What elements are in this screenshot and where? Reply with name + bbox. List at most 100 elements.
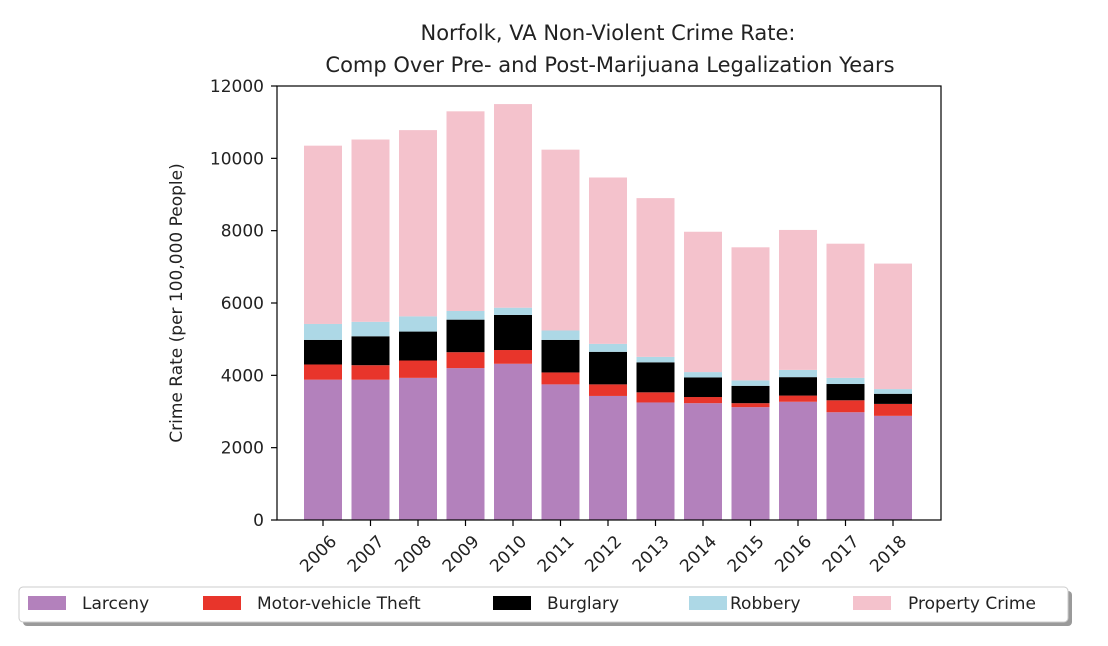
x-axis: 2006 2007 2008 2009 2010 2011 2012 2013 2014 2015…: [296, 520, 911, 577]
bar-motor-vehicle-theft-2011: [541, 372, 580, 385]
legend-label-burglary: Burglary: [547, 594, 619, 614]
bar-burglary-2014: [684, 377, 722, 398]
x-tick-label: 2008: [391, 532, 436, 577]
bar-robbery-2009: [446, 310, 485, 320]
y-tick-label: 10000: [210, 149, 264, 169]
bar-burglary-2007: [351, 336, 390, 366]
x-tick-label: 2013: [629, 532, 674, 577]
bar-robbery-2008: [399, 316, 437, 332]
bar-motor-vehicle-theft-2007: [351, 365, 390, 380]
bar-motor-vehicle-theft-2009: [446, 352, 485, 369]
bar-larceny-2013: [636, 402, 675, 520]
bar-larceny-2006: [304, 379, 342, 520]
bar-robbery-2010: [494, 307, 532, 315]
bar-property-crime-2009: [446, 111, 485, 311]
bar-motor-vehicle-theft-2012: [589, 384, 627, 396]
bar-robbery-2013: [636, 356, 675, 363]
bar-motor-vehicle-theft-2013: [636, 392, 675, 403]
bar-burglary-2006: [304, 339, 342, 365]
x-tick-label: 2014: [676, 532, 721, 577]
bar-robbery-2012: [589, 343, 627, 352]
bar-motor-vehicle-theft-2006: [304, 364, 342, 380]
bar-larceny-2009: [446, 368, 485, 520]
chart-title-line2: Comp Over Pre- and Post-Marijuana Legali…: [325, 53, 894, 77]
x-tick-label: 2015: [724, 532, 769, 577]
bar-larceny-2012: [589, 395, 627, 520]
y-tick-label: 8000: [221, 222, 264, 242]
legend-label-robbery: Robbery: [730, 594, 801, 614]
bar-property-crime-2007: [351, 139, 390, 322]
bar-robbery-2011: [541, 330, 580, 340]
bar-motor-vehicle-theft-2015: [731, 403, 770, 408]
bar-property-crime-2015: [731, 247, 770, 381]
legend-swatch-larceny: [28, 596, 66, 610]
y-tick-label: 4000: [221, 366, 264, 386]
legend-swatch-motor-vehicle-theft: [203, 596, 241, 610]
bar-robbery-2006: [304, 323, 342, 340]
bar-burglary-2018: [874, 393, 912, 404]
bar-larceny-2016: [779, 401, 817, 520]
y-tick-label: 12000: [210, 77, 264, 97]
y-axis-label: Crime Rate (per 100,000 People): [167, 163, 187, 442]
bars-layer: [304, 104, 912, 521]
chart-title-line1: Norfolk, VA Non-Violent Crime Rate:: [420, 21, 795, 45]
y-tick-label: 6000: [221, 294, 264, 314]
y-axis: 0 2000 4000 6000 8000 10000 12000: [210, 77, 277, 531]
bar-larceny-2017: [826, 412, 865, 520]
bar-property-crime-2013: [636, 198, 675, 357]
x-tick-label: 2009: [439, 532, 484, 577]
bar-robbery-2014: [684, 372, 722, 378]
bar-property-crime-2017: [826, 243, 865, 378]
bar-property-crime-2008: [399, 130, 437, 317]
bar-property-crime-2014: [684, 231, 722, 373]
bar-larceny-2018: [874, 415, 912, 520]
bar-motor-vehicle-theft-2017: [826, 400, 865, 413]
bar-larceny-2010: [494, 363, 532, 520]
bar-robbery-2018: [874, 389, 912, 394]
legend: Larceny Motor-vehicle Theft Burglary Robber…: [18, 586, 1072, 626]
x-tick-label: 2010: [486, 532, 531, 577]
bar-larceny-2008: [399, 377, 437, 520]
legend-label-property-crime: Property Crime: [908, 594, 1036, 614]
x-tick-label: 2007: [344, 532, 389, 577]
bar-burglary-2009: [446, 319, 485, 353]
bar-motor-vehicle-theft-2008: [399, 360, 437, 378]
y-tick-label: 2000: [221, 439, 264, 459]
bar-property-crime-2018: [874, 263, 912, 390]
bar-burglary-2012: [589, 351, 627, 385]
bar-motor-vehicle-theft-2016: [779, 395, 817, 402]
legend-label-motor-vehicle-theft: Motor-vehicle Theft: [257, 594, 421, 614]
bar-robbery-2007: [351, 321, 390, 337]
bar-property-crime-2006: [304, 145, 342, 324]
x-tick-label: 2018: [866, 532, 911, 577]
bar-burglary-2008: [399, 331, 437, 361]
x-tick-label: 2016: [771, 532, 816, 577]
bar-motor-vehicle-theft-2018: [874, 403, 912, 416]
bar-larceny-2007: [351, 379, 390, 520]
legend-swatch-burglary: [493, 596, 531, 610]
bar-burglary-2011: [541, 339, 580, 373]
bar-motor-vehicle-theft-2014: [684, 397, 722, 404]
bar-property-crime-2016: [779, 229, 817, 370]
legend-swatch-robbery: [689, 596, 727, 610]
x-tick-label: 2006: [296, 532, 341, 577]
bar-property-crime-2011: [541, 149, 580, 331]
legend-label-larceny: Larceny: [82, 594, 149, 614]
bar-larceny-2011: [541, 384, 580, 521]
bar-larceny-2015: [731, 407, 770, 520]
x-tick-label: 2011: [534, 532, 579, 577]
legend-swatch-property-crime: [853, 596, 891, 610]
bar-robbery-2016: [779, 369, 817, 378]
bar-property-crime-2010: [494, 104, 532, 308]
bar-burglary-2010: [494, 314, 532, 351]
bar-motor-vehicle-theft-2010: [494, 350, 532, 364]
bar-larceny-2014: [684, 403, 722, 520]
x-tick-label: 2017: [819, 532, 864, 577]
bar-robbery-2017: [826, 377, 865, 385]
bar-robbery-2015: [731, 380, 770, 386]
bar-burglary-2016: [779, 377, 817, 396]
legend-box: [18, 586, 1069, 623]
bar-property-crime-2012: [589, 177, 627, 344]
